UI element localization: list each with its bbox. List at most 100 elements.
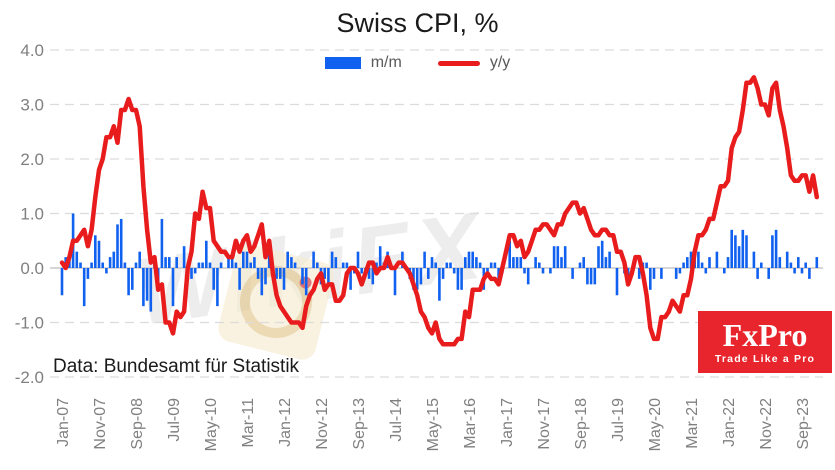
mm-bar — [464, 257, 467, 268]
x-tick-label: May-10 — [203, 398, 220, 451]
mm-bar — [330, 251, 334, 268]
mm-bar — [704, 268, 708, 274]
mm-bar — [452, 268, 456, 274]
mm-bar — [79, 262, 82, 268]
mm-bar — [367, 268, 371, 279]
mm-bar — [290, 257, 293, 268]
yy-legend-label: y/y — [489, 54, 511, 71]
mm-bar — [808, 268, 811, 279]
mm-bar — [205, 240, 208, 268]
yy-legend-swatch-icon — [437, 60, 480, 66]
mm-bar — [771, 235, 774, 268]
mm-bar — [689, 251, 693, 268]
mm-bar — [260, 268, 264, 296]
mm-bar — [478, 262, 482, 268]
mm-bar — [741, 229, 745, 268]
mm-bar — [371, 268, 375, 285]
mm-bar — [674, 268, 678, 279]
mm-legend-swatch-icon — [324, 57, 361, 69]
mm-bar — [97, 240, 101, 268]
mm-bar — [138, 251, 141, 268]
mm-bar — [441, 268, 445, 279]
yy-line — [59, 75, 820, 347]
mm-bar — [238, 268, 241, 290]
mm-bar — [201, 262, 204, 268]
mm-bar — [90, 262, 93, 268]
mm-bar — [767, 268, 770, 279]
mm-bar — [519, 257, 523, 268]
mm-bar — [678, 268, 682, 274]
mm-bar — [415, 268, 419, 290]
mm-bar — [589, 268, 593, 285]
mm-bar — [726, 257, 730, 268]
mm-bar — [105, 268, 108, 274]
mm-bar — [212, 268, 215, 290]
mm-bar — [456, 268, 460, 290]
mm-bar — [234, 262, 238, 268]
mm-bar — [242, 251, 245, 268]
mm-bar — [60, 268, 64, 296]
mm-bar — [245, 251, 249, 268]
mm-bar — [534, 257, 537, 268]
x-tick-label: May-20 — [647, 398, 664, 451]
mm-bar — [190, 268, 193, 279]
mm-bar — [286, 251, 289, 268]
x-tick-label: Jan-07 — [55, 398, 72, 447]
mm-bar — [578, 262, 582, 268]
x-tick-label: Jan-22 — [721, 398, 738, 447]
mm-bar — [526, 268, 530, 285]
mm-bar — [489, 262, 493, 268]
mm-bar — [597, 246, 600, 268]
mm-bar — [608, 251, 611, 268]
x-tick-label: Mar-16 — [462, 398, 479, 449]
x-tick-label: Sep-23 — [795, 398, 812, 450]
x-tick-label: Jul-19 — [610, 398, 627, 442]
mm-bar — [375, 262, 378, 268]
mm-bar — [216, 268, 219, 307]
mm-bar — [645, 262, 648, 268]
fxpro-logo: FxPro Trade Like a Pro — [698, 311, 832, 373]
x-tick-label: Jan-17 — [499, 398, 516, 447]
mm-bar — [164, 257, 167, 268]
mm-bar — [438, 268, 441, 301]
mm-bar — [538, 262, 541, 268]
mm-bar — [785, 251, 789, 268]
y-tick-label: -1.0 — [15, 314, 44, 333]
mm-bar — [800, 268, 804, 274]
mm-bar — [793, 268, 796, 274]
mm-bar — [471, 251, 474, 268]
mm-bar — [193, 268, 197, 274]
mm-bar — [134, 262, 138, 268]
mm-bar — [182, 246, 186, 268]
mm-bar — [101, 262, 104, 268]
mm-legend-label: m/m — [370, 54, 402, 71]
mm-bar — [253, 257, 256, 268]
mm-bar — [571, 268, 574, 279]
mm-bar — [230, 257, 234, 268]
mm-bar — [445, 262, 449, 268]
mm-bar — [293, 262, 297, 268]
mm-bar — [652, 268, 656, 279]
mm-bar — [789, 262, 793, 268]
mm-bar — [815, 257, 819, 268]
mm-bar — [316, 262, 319, 268]
mm-bar — [301, 268, 304, 285]
y-tick-label: 1.0 — [20, 205, 44, 224]
x-tick-label: May-15 — [425, 398, 442, 451]
mm-bar — [401, 251, 404, 268]
mm-bar — [745, 235, 748, 268]
mm-bar — [756, 268, 759, 279]
mm-bar — [752, 251, 756, 268]
mm-bar — [160, 218, 164, 268]
y-tick-label: -2.0 — [15, 368, 44, 387]
mm-bar — [637, 268, 641, 279]
x-tick-label: Nov-07 — [92, 398, 109, 450]
mm-bar — [82, 268, 86, 307]
mm-bar — [708, 257, 711, 268]
mm-bar — [723, 268, 726, 274]
mm-bar — [304, 268, 308, 296]
mm-bar — [523, 268, 526, 274]
mm-bar — [508, 240, 511, 268]
mm-bar — [593, 268, 597, 285]
x-tick-label: Jul-09 — [166, 398, 183, 442]
